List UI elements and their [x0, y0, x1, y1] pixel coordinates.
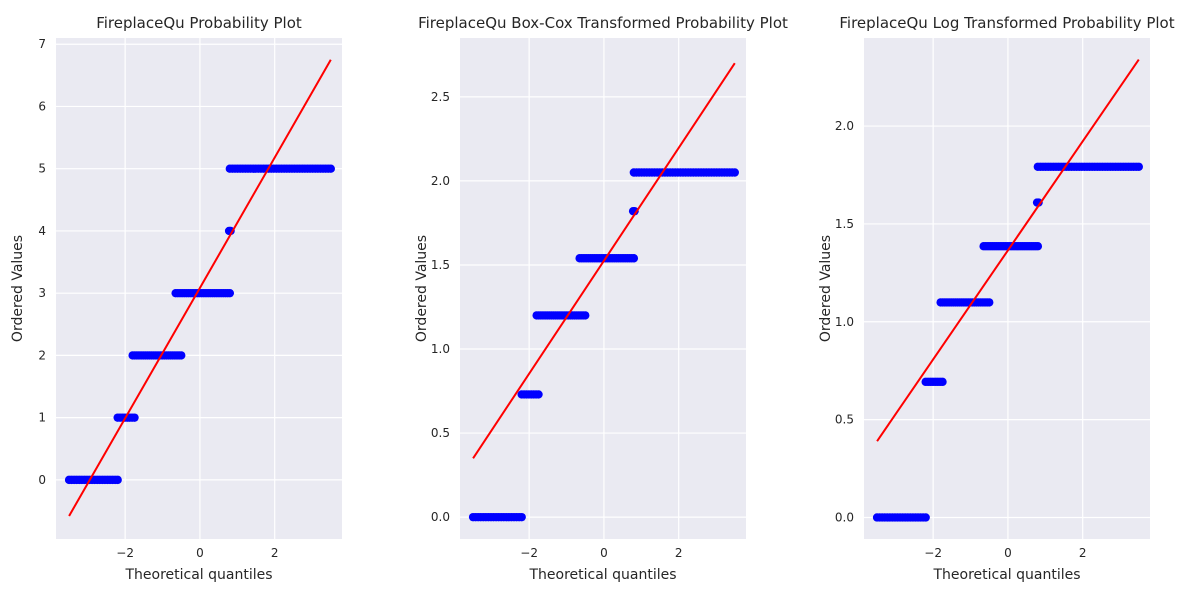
data-point	[1134, 162, 1143, 171]
x-tick-label: 0	[600, 546, 608, 560]
fit-line	[472, 62, 736, 459]
y-tick-label: 2.5	[431, 90, 450, 104]
data-layer	[468, 62, 739, 522]
y-tick-label: 4	[38, 224, 46, 238]
fit-line	[876, 58, 1140, 442]
y-tick-label: 2	[38, 348, 46, 362]
x-axis-label: Theoretical quantiles	[528, 567, 676, 583]
data-point	[1033, 242, 1043, 251]
chart-title: FireplaceQu Box-Cox Transformed Probabil…	[418, 14, 788, 32]
x-tick-label: 2	[675, 546, 683, 560]
y-tick-label: 0	[38, 473, 46, 487]
y-tick-label: 7	[38, 37, 46, 51]
chart-panel-1: −2 0 2 0 1 2 3 4 5 6 7 FireplaceQu Probability Plot…	[10, 14, 342, 583]
y-axis-label: Ordered Values	[818, 235, 834, 342]
x-tick-label: −2	[924, 546, 942, 560]
fit-line	[68, 59, 332, 517]
plot-area	[460, 38, 746, 539]
y-axis-label: Ordered Values	[414, 235, 430, 342]
x-tick-label: 0	[1004, 546, 1012, 560]
plot-area	[864, 38, 1150, 539]
y-tick-label: 1	[38, 411, 46, 425]
y-tick-label: 0.5	[835, 413, 854, 427]
y-tick-label: 5	[38, 162, 46, 176]
x-tick-label: 2	[271, 546, 279, 560]
data-point	[1034, 198, 1043, 207]
y-tick-label: 1.0	[431, 342, 450, 356]
chart-panel-3: −2 0 2 0.0 0.5 1.0 1.5 2.0 FireplaceQu Log Trans…	[818, 14, 1175, 583]
x-axis-label: Theoretical quantiles	[124, 567, 272, 583]
y-tick-label: 0.5	[431, 426, 450, 440]
x-tick-label: −2	[520, 546, 538, 560]
y-tick-label: 1.0	[835, 315, 854, 329]
x-tick-label: 0	[196, 546, 204, 560]
x-tick-label: 2	[1079, 546, 1087, 560]
data-point	[581, 311, 590, 320]
y-tick-label: 1.5	[835, 217, 854, 231]
data-layer	[64, 59, 335, 517]
chart-title: FireplaceQu Log Transformed Probability …	[839, 14, 1174, 32]
x-axis-label: Theoretical quantiles	[932, 567, 1080, 583]
y-tick-label: 1.5	[431, 258, 450, 272]
data-point	[130, 413, 139, 422]
data-point	[630, 206, 639, 216]
data-point	[326, 164, 335, 173]
data-point	[534, 390, 543, 399]
x-tick-label: −2	[116, 546, 134, 560]
data-point	[225, 288, 235, 298]
y-tick-label: 0.0	[431, 510, 450, 524]
data-point	[177, 351, 186, 360]
chart-panel-2: −2 0 2 0.0 0.5 1.0 1.5 2.0 2.5 FireplaceQu Box-Co…	[414, 14, 788, 583]
data-point	[113, 475, 122, 485]
y-tick-label: 2.0	[835, 119, 854, 133]
y-axis-label: Ordered Values	[10, 235, 26, 342]
data-point	[517, 512, 526, 522]
y-tick-label: 2.0	[431, 174, 450, 188]
y-tick-label: 6	[38, 99, 46, 113]
chart-title: FireplaceQu Probability Plot	[96, 14, 302, 32]
data-point	[921, 513, 930, 522]
data-layer	[872, 58, 1143, 522]
y-tick-label: 3	[38, 286, 46, 300]
data-point	[629, 254, 639, 263]
data-point	[730, 168, 739, 177]
data-point	[938, 377, 947, 387]
data-point	[985, 298, 994, 307]
y-tick-label: 0.0	[835, 510, 854, 524]
